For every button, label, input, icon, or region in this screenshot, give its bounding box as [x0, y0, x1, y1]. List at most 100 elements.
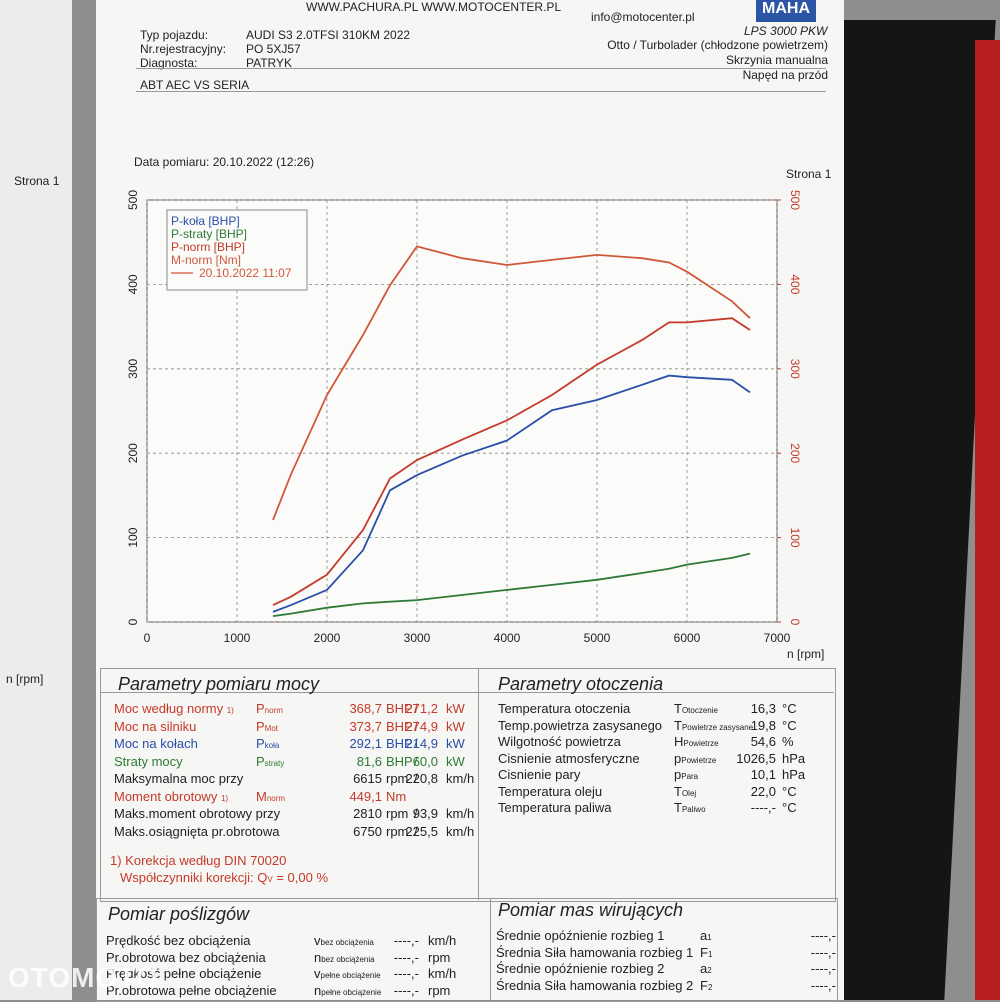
unit: hPa — [782, 750, 806, 766]
symbol-letter: v — [314, 966, 321, 981]
field-label: Nr.rejestracyjny: — [140, 42, 227, 56]
symbol: TOtoczenie — [674, 701, 718, 716]
note-box — [136, 68, 826, 92]
label-text: Maksymalna moc przy — [114, 771, 244, 786]
symbol: a1 — [700, 928, 712, 943]
symbol-sub: norm — [264, 706, 283, 715]
symbol-letter: T — [674, 800, 682, 815]
header-email: info@motocenter.pl — [591, 10, 695, 24]
symbol-letter: p — [674, 767, 682, 782]
row-label: Moment obrotowy 1) — [114, 789, 228, 804]
label-text: Moc według normy — [114, 701, 224, 716]
value: 81,6 — [356, 753, 382, 769]
symbol: a2 — [700, 961, 712, 976]
row-label: Średnie opóźnienie rozbieg 2 — [496, 961, 664, 976]
x-axis-label: n [rpm] — [787, 647, 824, 661]
symbol-letter: a — [700, 928, 708, 943]
note: ABT AEC VS SERIA — [140, 78, 250, 92]
unit: % — [782, 734, 794, 749]
label-text: Średnie opóźnienie rozbieg 2 — [496, 961, 665, 976]
label-note: 1) — [220, 793, 229, 803]
symbol: TPowietrze zasysane — [674, 718, 753, 733]
row-label: Moc na kołach — [114, 736, 198, 751]
x-tick-label: 5000 — [584, 631, 611, 645]
symbol-letter: P — [256, 753, 265, 769]
y-tick-label: 100 — [126, 527, 140, 547]
value: 220,8 — [405, 771, 438, 786]
label-note: 1) — [226, 706, 234, 715]
label-text: Maks.moment obrotowy przy — [114, 806, 281, 821]
separator: / — [414, 718, 418, 734]
legend-entry: M-norm [Nm] — [171, 253, 241, 267]
value: ----,- — [810, 928, 836, 943]
label-text: Cisnienie pary — [498, 767, 581, 782]
symbol-sub: Powietrze — [683, 739, 719, 748]
symbol: HPowietrze — [674, 734, 719, 749]
symbol-sub: Paliwo — [681, 805, 706, 814]
label-text: Pr.obrotowa pełne obciążenie — [106, 982, 277, 998]
section-title: Parametry pomiaru mocy — [118, 674, 320, 694]
row-label: Temperatura oleju — [498, 784, 602, 799]
label-text: Straty mocy — [114, 753, 183, 769]
symbol-letter: F — [700, 977, 708, 993]
unit: rpm — [386, 806, 409, 821]
value: ----,- — [810, 977, 836, 993]
symbol: Pnorm — [256, 701, 283, 716]
unit: km/h — [446, 823, 475, 839]
value: 93,9 — [412, 806, 438, 821]
value: ----,- — [810, 944, 836, 960]
page-number: Strona 1 — [14, 174, 60, 188]
page-number: Strona 1 — [786, 167, 832, 181]
unit: kW — [446, 701, 465, 716]
value: 19,8 — [750, 717, 776, 733]
value: 214,9 — [405, 736, 438, 751]
factor-sub: V — [267, 875, 273, 884]
symbol-letter: a — [700, 961, 708, 976]
spec-line: Napęd na przód — [742, 68, 828, 82]
footnote: 1) Korekcja według DIN 70020 — [110, 853, 287, 868]
chart: 0 1000 2000 3000 4000 5000 6000 700001002003004… — [126, 190, 824, 661]
axis-label: n [rpm] — [6, 672, 44, 686]
symbol-letter: F — [700, 944, 708, 960]
symbol-letter: n — [314, 949, 322, 965]
unit: km/h — [446, 771, 475, 786]
row-label: Moc na silniku — [114, 719, 196, 734]
watermark: OTOMOTO — [8, 962, 159, 993]
x-tick-label: 7000 — [764, 631, 791, 645]
unit: BHP — [386, 753, 413, 769]
value: 225,5 — [405, 823, 438, 839]
symbol-sub: pełne obciążenie — [320, 971, 381, 980]
logo: MAHA — [756, 0, 816, 22]
x-tick-label: 1000 — [224, 631, 251, 645]
row-label: Maks.moment obrotowy przy — [114, 806, 280, 821]
row-label: Temp.powietrza zasysanego — [498, 718, 662, 733]
symbol: npełne obciążenie — [314, 983, 381, 998]
symbol-sub: Powietrze — [681, 755, 717, 765]
unit: °C — [782, 717, 797, 733]
symbol-letter: T — [674, 717, 682, 733]
x-tick-label: 3000 — [404, 631, 431, 645]
value: 16,3 — [750, 701, 776, 716]
symbol: F2 — [700, 978, 712, 993]
label-text: Cisnienie atmosferyczne — [498, 750, 640, 766]
params-box — [100, 668, 836, 902]
factor-label: Współczynniki korekcji: Q — [120, 870, 268, 885]
symbol-letter: P — [256, 718, 265, 734]
legend-note: 20.10.2022 11:07 — [199, 266, 292, 280]
symbol-sub: 1 — [707, 949, 713, 959]
value: 373,7 — [349, 718, 382, 734]
unit: °C — [782, 783, 797, 799]
value: 10,1 — [750, 767, 776, 782]
value: 449,1 — [349, 788, 382, 804]
unit: rpm — [428, 949, 451, 965]
x-tick-label: 2000 — [314, 631, 341, 645]
separator: / — [414, 753, 418, 769]
row-label: Maks.osiągnięta pr.obrotowa — [114, 824, 279, 839]
symbol-letter: M — [256, 788, 267, 804]
symbol: pPara — [674, 767, 698, 782]
divider — [490, 898, 491, 1000]
value: ----,- — [393, 949, 419, 965]
symbol: Pstraty — [256, 754, 284, 769]
y-tick-label: 200 — [126, 443, 140, 463]
